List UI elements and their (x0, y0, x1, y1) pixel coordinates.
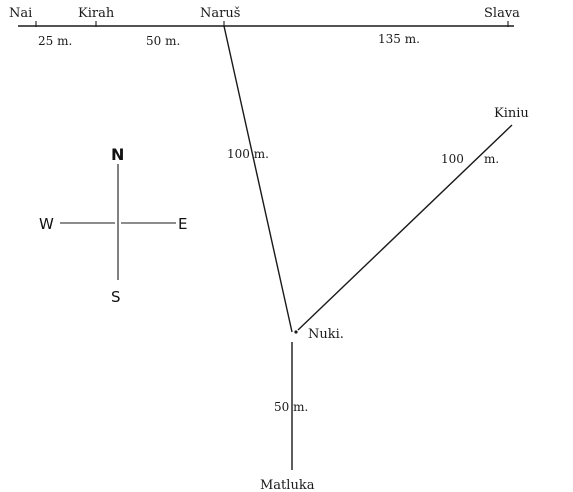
place-label-nai: Nai (9, 6, 32, 21)
distance-kiniu-nuki-unit: m. (484, 152, 499, 166)
road-kiniu-nuki (297, 124, 513, 331)
road-narus-nuki (223, 25, 293, 333)
place-label-slava: Slava (484, 6, 520, 21)
compass-north-label: N (111, 145, 124, 164)
place-label-kirah: Kirah (78, 6, 115, 21)
distance-kiniu-nuki-number: 100 (441, 152, 464, 166)
place-label-nuki: Nuki. (308, 327, 344, 342)
compass-west-label: W (39, 215, 54, 233)
compass-south-label: S (111, 288, 121, 306)
place-label-kiniu: Kiniu (494, 106, 529, 121)
distance-nuki-matluka: 50 m. (274, 400, 308, 414)
distance-kirah-narus: 50 m. (146, 34, 180, 48)
compass-east-label: E (178, 215, 187, 233)
nuki-point (294, 330, 298, 334)
compass-rose: N S W E (39, 145, 187, 306)
place-label-matluka: Matluka (260, 478, 315, 492)
top-road (18, 21, 514, 27)
place-label-narus: Naruš (200, 6, 240, 21)
distance-narus-nuki: 100 m. (227, 147, 269, 161)
distance-narus-slava: 135 m. (378, 32, 420, 46)
distance-nai-kirah: 25 m. (38, 34, 72, 48)
